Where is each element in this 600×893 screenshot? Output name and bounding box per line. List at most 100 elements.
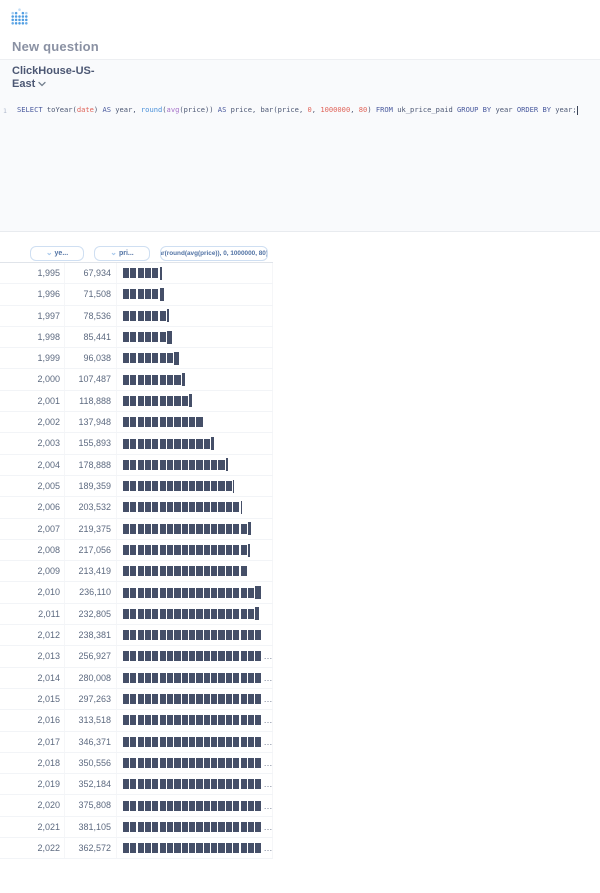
- table-row: 2,003 155,893: [0, 433, 273, 455]
- bar-cell[interactable]: [117, 263, 273, 284]
- year-cell[interactable]: 2,002: [0, 412, 65, 433]
- database-selector[interactable]: ClickHouse-US- East: [12, 65, 102, 91]
- bar-block: [145, 843, 152, 854]
- price-cell[interactable]: 118,888: [65, 390, 117, 412]
- bar-block: [196, 587, 203, 598]
- bar-cell[interactable]: [117, 433, 273, 454]
- bar-cell[interactable]: [117, 603, 273, 625]
- price-cell[interactable]: 107,487: [65, 369, 117, 390]
- bar-cell[interactable]: …: [117, 688, 273, 710]
- price-cell[interactable]: 362,572: [65, 838, 117, 859]
- year-cell[interactable]: 2,015: [0, 688, 65, 710]
- bar-cell[interactable]: [117, 390, 273, 412]
- bar-cell[interactable]: [117, 582, 273, 603]
- price-cell[interactable]: 297,263: [65, 688, 117, 710]
- bar-cell[interactable]: …: [117, 795, 273, 816]
- price-cell[interactable]: 350,556: [65, 752, 117, 774]
- year-cell[interactable]: 1,998: [0, 326, 65, 348]
- bar-cell[interactable]: [117, 326, 273, 348]
- bar-cell[interactable]: [117, 475, 273, 497]
- price-cell[interactable]: 203,532: [65, 497, 117, 518]
- bar-cell[interactable]: [117, 497, 273, 518]
- bar-cell[interactable]: …: [117, 667, 273, 688]
- price-cell[interactable]: 217,056: [65, 539, 117, 561]
- bar-cell[interactable]: [117, 518, 273, 539]
- price-cell[interactable]: 352,184: [65, 774, 117, 795]
- year-cell[interactable]: 2,013: [0, 646, 65, 667]
- year-cell[interactable]: 2,003: [0, 433, 65, 454]
- year-cell[interactable]: 2,001: [0, 390, 65, 412]
- bar-cell[interactable]: …: [117, 710, 273, 731]
- price-cell[interactable]: 280,008: [65, 667, 117, 688]
- table-row: 2,005 189,359: [0, 475, 273, 498]
- year-cell[interactable]: 2,010: [0, 582, 65, 603]
- price-cell[interactable]: 256,927: [65, 646, 117, 667]
- year-cell[interactable]: 2,006: [0, 497, 65, 518]
- year-cell[interactable]: 1,996: [0, 284, 65, 305]
- year-cell[interactable]: 2,017: [0, 731, 65, 752]
- price-cell[interactable]: 189,359: [65, 475, 117, 497]
- year-cell[interactable]: 2,008: [0, 539, 65, 561]
- price-cell[interactable]: 232,805: [65, 603, 117, 625]
- bar-cell[interactable]: [117, 412, 273, 433]
- year-cell[interactable]: 2,009: [0, 561, 65, 582]
- price-cell[interactable]: 381,105: [65, 816, 117, 838]
- price-cell[interactable]: 213,419: [65, 561, 117, 582]
- year-cell[interactable]: 2,018: [0, 752, 65, 774]
- year-cell[interactable]: 2,000: [0, 369, 65, 390]
- price-cell[interactable]: 85,441: [65, 326, 117, 348]
- price-cell[interactable]: 78,536: [65, 305, 117, 326]
- year-cell[interactable]: 2,007: [0, 518, 65, 539]
- bar-block: [123, 672, 130, 683]
- year-cell[interactable]: 1,999: [0, 348, 65, 369]
- price-cell[interactable]: 96,038: [65, 348, 117, 369]
- bar-cell[interactable]: [117, 284, 273, 305]
- year-cell[interactable]: 2,014: [0, 667, 65, 688]
- bar-cell[interactable]: [117, 539, 273, 561]
- price-cell[interactable]: 219,375: [65, 518, 117, 539]
- price-cell[interactable]: 155,893: [65, 433, 117, 454]
- year-cell[interactable]: 2,012: [0, 625, 65, 646]
- bar-block: [123, 736, 130, 747]
- year-cell[interactable]: 2,020: [0, 795, 65, 816]
- price-cell[interactable]: 375,808: [65, 795, 117, 816]
- bar-cell[interactable]: [117, 369, 273, 390]
- bar-cell[interactable]: …: [117, 816, 273, 838]
- year-cell[interactable]: 2,019: [0, 774, 65, 795]
- year-cell[interactable]: 2,011: [0, 603, 65, 625]
- column-header-bar[interactable]: bar(round(avg(price)), 0, 1000000, 80)..…: [160, 246, 268, 261]
- bar-cell[interactable]: [117, 625, 273, 646]
- year-cell[interactable]: 1,995: [0, 263, 65, 284]
- bar-block: [174, 417, 181, 428]
- year-cell[interactable]: 2,022: [0, 838, 65, 859]
- price-cell[interactable]: 137,948: [65, 412, 117, 433]
- price-cell[interactable]: 346,371: [65, 731, 117, 752]
- year-cell[interactable]: 2,016: [0, 710, 65, 731]
- column-header-year[interactable]: ⌄ ye...: [30, 246, 84, 261]
- bar-cell[interactable]: [117, 454, 273, 475]
- bar-cell[interactable]: [117, 348, 273, 369]
- price-cell[interactable]: 238,381: [65, 625, 117, 646]
- bar-block: [174, 630, 181, 641]
- bar-cell[interactable]: …: [117, 752, 273, 774]
- price-cell[interactable]: 67,934: [65, 263, 117, 284]
- price-cell[interactable]: 71,508: [65, 284, 117, 305]
- price-cell[interactable]: 178,888: [65, 454, 117, 475]
- bar-cell[interactable]: …: [117, 838, 273, 859]
- year-cell[interactable]: 2,021: [0, 816, 65, 838]
- price-cell[interactable]: 313,518: [65, 710, 117, 731]
- year-cell[interactable]: 2,004: [0, 454, 65, 475]
- bar-cell[interactable]: …: [117, 774, 273, 795]
- price-cell[interactable]: 236,110: [65, 582, 117, 603]
- bar-cell[interactable]: …: [117, 646, 273, 667]
- bar-block: [218, 523, 225, 534]
- bar-block: [137, 459, 144, 470]
- bar-cell[interactable]: [117, 561, 273, 582]
- sql-code-input[interactable]: SELECT toYear(date) AS year, round(avg(p…: [17, 104, 579, 116]
- year-cell[interactable]: 2,005: [0, 475, 65, 497]
- metabase-logo-icon[interactable]: [11, 8, 28, 25]
- bar-cell[interactable]: [117, 305, 273, 326]
- year-cell[interactable]: 1,997: [0, 305, 65, 326]
- bar-cell[interactable]: …: [117, 731, 273, 752]
- column-header-price[interactable]: ⌄ pri...: [94, 246, 150, 261]
